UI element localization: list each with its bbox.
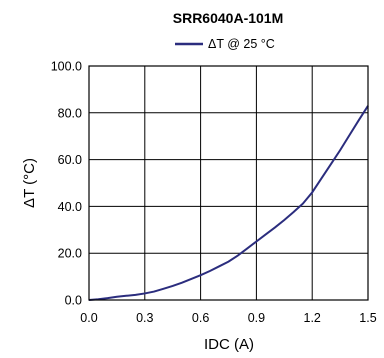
y-tick-label: 60.0: [58, 153, 82, 167]
x-tick-label: 0.3: [136, 311, 153, 325]
plot-frame: [88, 65, 369, 301]
tick-labels: 0.0 0.3 0.6 0.9 1.2 1.5 0.0 20.0 40.0 60.0 80.0 100…: [51, 60, 377, 326]
y-tick-label: 100.0: [51, 60, 82, 74]
x-tick-label: 1.2: [304, 311, 321, 325]
series-line: [88, 105, 369, 301]
x-tick-label: 0.9: [248, 311, 265, 325]
legend: ΔT @ 25 °C: [175, 37, 275, 51]
grid: [88, 65, 369, 301]
x-tick-label: 0.0: [80, 311, 97, 325]
x-tick-label: 1.5: [359, 311, 376, 325]
y-tick-label: 0.0: [65, 294, 82, 308]
y-tick-label: 20.0: [58, 247, 82, 261]
y-axis-label: ΔT (°C): [21, 158, 38, 208]
x-axis-label: IDC (A): [204, 336, 254, 353]
x-tick-label: 0.6: [192, 311, 209, 325]
legend-label: ΔT @ 25 °C: [208, 37, 275, 51]
y-tick-label: 80.0: [58, 106, 82, 120]
chart-title: SRR6040A-101M: [173, 10, 284, 26]
y-tick-label: 40.0: [58, 200, 82, 214]
